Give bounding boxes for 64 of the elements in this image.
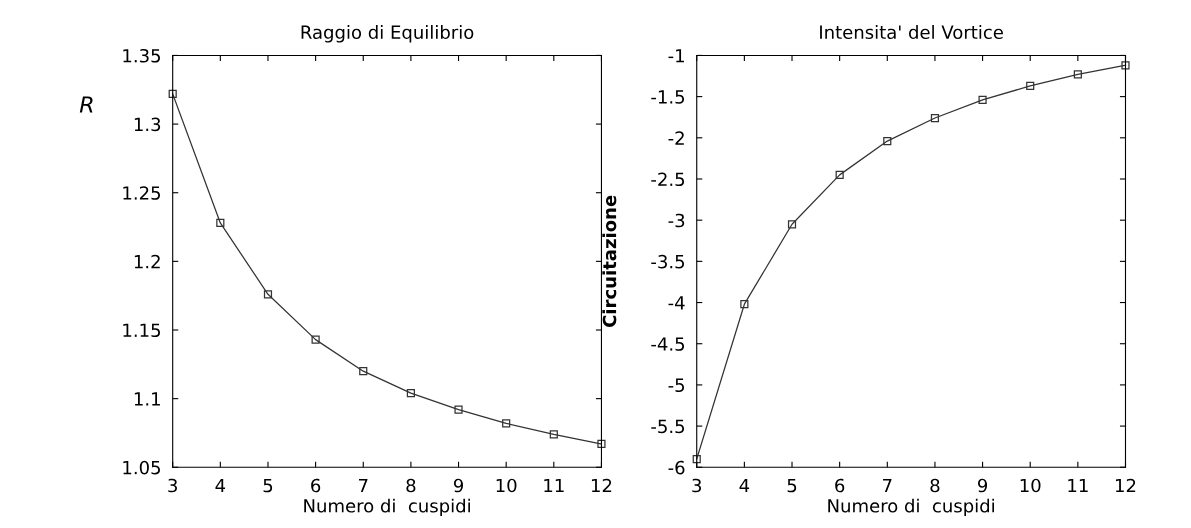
y-axis-title: R <box>79 96 93 113</box>
y-tick-label: -1.5 <box>651 90 685 104</box>
point <box>883 137 892 146</box>
x-tick-label: 8 <box>406 478 416 493</box>
x-axis-title: Numero di cuspidi <box>304 498 470 517</box>
x-tick-label: 6 <box>835 478 845 493</box>
x-tick-label: 3 <box>692 478 702 493</box>
point <box>740 300 749 309</box>
point <box>692 454 701 464</box>
y-tick-label: -3 <box>668 213 685 228</box>
point <box>216 218 225 228</box>
chart-title: Intensita' del Vortice <box>820 25 1003 40</box>
x-tick-label: 7 <box>358 478 368 493</box>
point <box>1121 61 1130 70</box>
y-tick-label: 1.2 <box>134 254 160 269</box>
point <box>311 335 320 344</box>
y-tick-label: -4 <box>668 296 685 310</box>
x-tick-label: 4 <box>215 478 226 493</box>
x-axis-title: Numero di cuspidi <box>828 498 994 517</box>
chart-title: Raggio di Equilibrio <box>301 25 474 43</box>
x-tick-label: 5 <box>787 478 797 493</box>
point <box>549 430 558 439</box>
x-tick-label: 9 <box>977 478 988 493</box>
point <box>263 290 273 299</box>
point <box>454 405 463 414</box>
y-tick-label: -3.5 <box>651 254 685 269</box>
point <box>502 419 511 428</box>
x-tick-label: 10 <box>1020 478 1041 493</box>
y-tick-label: 1.1 <box>134 392 160 406</box>
y-tick-label: 1.35 <box>123 48 161 63</box>
x-tick-label: 9 <box>453 478 464 493</box>
x-tick-label: 4 <box>739 478 750 493</box>
x-tick-label: 3 <box>168 478 177 493</box>
y-tick-label: -6 <box>668 460 685 475</box>
x-tick-label: 11 <box>544 478 564 493</box>
x-tick-label: 11 <box>1068 478 1088 493</box>
x-tick-label: 5 <box>263 478 273 493</box>
x-tick-label: 7 <box>883 478 892 493</box>
y-tick-label: -5.5 <box>651 419 685 434</box>
y-tick-label: -5 <box>668 378 685 393</box>
y-tick-label: 1.05 <box>123 460 161 475</box>
point <box>1026 81 1035 91</box>
y-tick-label: -2.5 <box>651 172 685 187</box>
x-tick-label: 12 <box>591 478 612 493</box>
point <box>787 220 797 229</box>
point <box>930 113 940 123</box>
y-tick-label: -2 <box>668 131 684 145</box>
x-tick-label: 6 <box>311 478 321 493</box>
point <box>835 170 844 179</box>
point <box>406 389 415 398</box>
point <box>978 95 987 105</box>
point <box>1073 70 1082 79</box>
y-tick-label: 1.25 <box>123 186 161 200</box>
y-tick-label: -1 <box>668 49 684 63</box>
x-tick-label: 8 <box>930 478 940 493</box>
point <box>168 89 177 98</box>
y-tick-label: -4.5 <box>651 337 685 351</box>
x-tick-label: 12 <box>1115 478 1136 493</box>
y-tick-label: 1.3 <box>134 117 161 132</box>
y-tick-label: 1.15 <box>123 323 161 338</box>
y-axis-title: Circuitazione <box>602 195 617 328</box>
point <box>359 367 368 376</box>
x-tick-label: 10 <box>496 478 517 493</box>
point <box>597 439 606 449</box>
